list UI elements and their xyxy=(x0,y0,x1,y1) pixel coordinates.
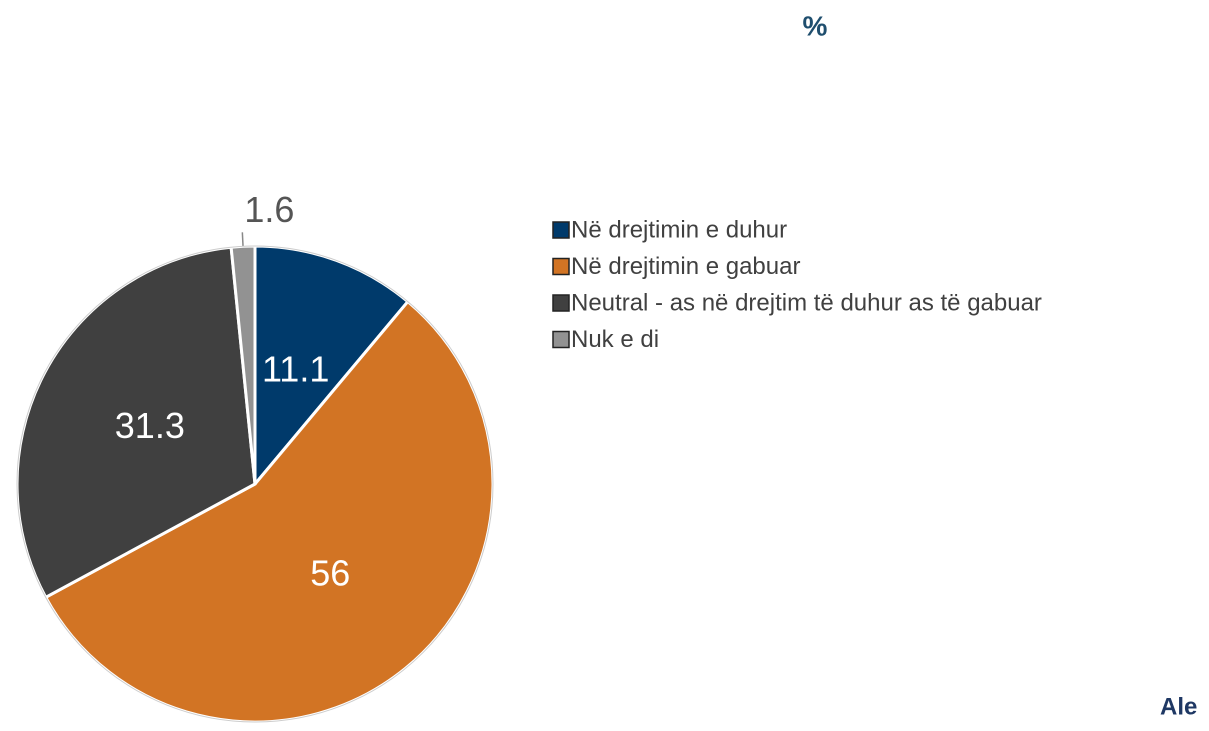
legend-swatch xyxy=(552,330,570,349)
legend-swatch xyxy=(552,294,570,312)
legend-label: Në drejtimin e gabuar xyxy=(571,253,800,280)
chart-title: % xyxy=(803,10,828,41)
legend-swatch xyxy=(552,257,570,276)
leader-line xyxy=(241,232,244,247)
annotation: Ale xyxy=(1160,693,1197,720)
legend-label: Neutral - as në drejtim të duhur as të g… xyxy=(571,289,1042,316)
data-label: 1.6 xyxy=(244,189,294,230)
data-label: 31.3 xyxy=(115,405,185,446)
pie-outline xyxy=(16,245,494,723)
legend-swatch xyxy=(552,221,570,239)
data-label: 11.1 xyxy=(262,349,329,390)
data-label: 56 xyxy=(310,553,350,594)
legend-label: Në drejtimin e duhur xyxy=(571,216,787,243)
legend-label: Nuk e di xyxy=(571,326,659,353)
